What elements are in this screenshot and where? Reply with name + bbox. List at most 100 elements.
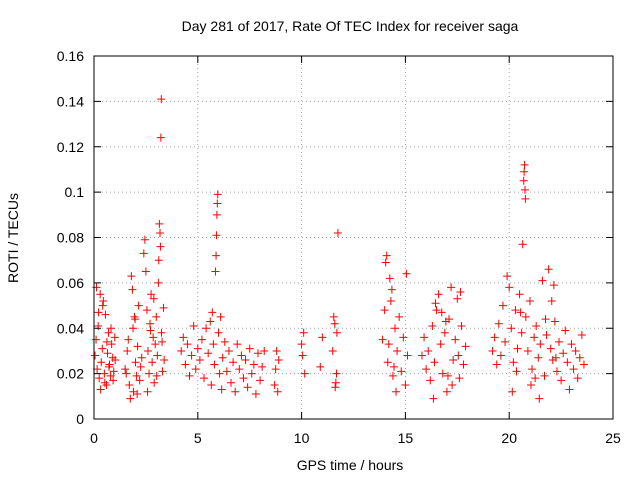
roti-point: [207, 380, 216, 389]
roti-point: [251, 390, 260, 399]
roti-point: [249, 360, 258, 369]
roti-point: [158, 367, 167, 376]
roti-point: [129, 324, 138, 333]
roti-point: [128, 285, 137, 294]
roti-point: [454, 351, 463, 360]
roti-point: [448, 380, 457, 389]
roti-point: [382, 251, 391, 260]
x-tick-label: 20: [501, 430, 517, 446]
roti-point: [216, 312, 225, 321]
axis-ticks: [93, 55, 614, 420]
roti-point: [523, 346, 532, 355]
roti-point: [270, 380, 279, 389]
roti-point: [100, 369, 109, 378]
roti-point: [142, 306, 151, 315]
roti-point: [158, 337, 167, 346]
roti-point: [146, 319, 155, 328]
roti-point: [459, 360, 468, 369]
roti-point: [149, 294, 158, 303]
roti-point: [206, 317, 215, 326]
roti-point: [151, 340, 160, 349]
roti-point: [101, 310, 110, 319]
roti-point: [239, 374, 248, 383]
roti-point: [140, 235, 149, 244]
roti-point: [222, 367, 231, 376]
roti-point: [573, 374, 582, 383]
roti-point: [401, 380, 410, 389]
roti-point: [134, 301, 143, 310]
roti-point: [403, 351, 412, 360]
roti-point: [380, 306, 389, 315]
roti-point: [143, 346, 152, 355]
roti-point: [442, 387, 451, 396]
roti-point: [330, 319, 339, 328]
roti-point: [214, 328, 223, 337]
roti-point: [544, 265, 553, 274]
roti-point: [193, 344, 202, 353]
roti-point: [388, 371, 397, 380]
roti-point: [124, 335, 133, 344]
roti-point: [233, 340, 242, 349]
roti-point: [191, 365, 200, 374]
roti-point: [571, 346, 580, 355]
roti-point: [107, 340, 116, 349]
roti-point: [534, 353, 543, 362]
roti-point: [271, 365, 280, 374]
plot-frame: [93, 55, 614, 420]
roti-point: [105, 360, 114, 369]
roti-point: [123, 346, 132, 355]
x-tick-label: 15: [398, 430, 414, 446]
roti-point: [149, 333, 158, 342]
roti-point: [443, 371, 452, 380]
roti-point: [157, 328, 166, 337]
roti-point: [109, 367, 118, 376]
roti-point: [97, 358, 106, 367]
roti-point: [143, 387, 152, 396]
x-axis-title: GPS time / hours: [297, 457, 404, 473]
roti-point: [195, 356, 204, 365]
roti-point: [211, 267, 220, 276]
x-tick-label: 0: [90, 430, 98, 446]
roti-point: [229, 358, 238, 367]
roti-point: [511, 306, 520, 315]
roti-point: [540, 371, 549, 380]
roti-point: [200, 374, 209, 383]
roti-point: [215, 369, 224, 378]
grid: [94, 56, 613, 419]
roti-point: [231, 387, 240, 396]
roti-point: [258, 362, 267, 371]
roti-point: [520, 185, 529, 194]
roti-point: [272, 346, 281, 355]
roti-point: [94, 321, 103, 330]
roti-point: [213, 190, 222, 199]
roti-point: [536, 340, 545, 349]
roti-point: [440, 328, 449, 337]
roti-point: [494, 319, 503, 328]
roti-point: [397, 367, 406, 376]
roti-point: [541, 315, 550, 324]
roti-point: [177, 346, 186, 355]
roti-point: [273, 387, 282, 396]
roti-point: [109, 376, 118, 385]
roti-point: [156, 133, 165, 142]
roti-point: [213, 199, 222, 208]
roti-point: [577, 331, 586, 340]
roti-point: [94, 308, 103, 317]
roti-point: [153, 351, 162, 360]
roti-point: [147, 290, 156, 299]
roti-point: [187, 351, 196, 360]
roti-point: [383, 358, 392, 367]
roti-point: [197, 335, 206, 344]
roti-point: [318, 333, 327, 342]
roti-point: [498, 301, 507, 310]
roti-point: [91, 351, 100, 360]
roti-point: [392, 387, 401, 396]
roti-point: [133, 342, 142, 351]
roti-point: [426, 376, 435, 385]
roti-point: [104, 328, 113, 337]
roti-point: [103, 349, 112, 358]
roti-point: [395, 312, 404, 321]
roti-point: [535, 394, 544, 403]
roti-point: [96, 385, 105, 394]
